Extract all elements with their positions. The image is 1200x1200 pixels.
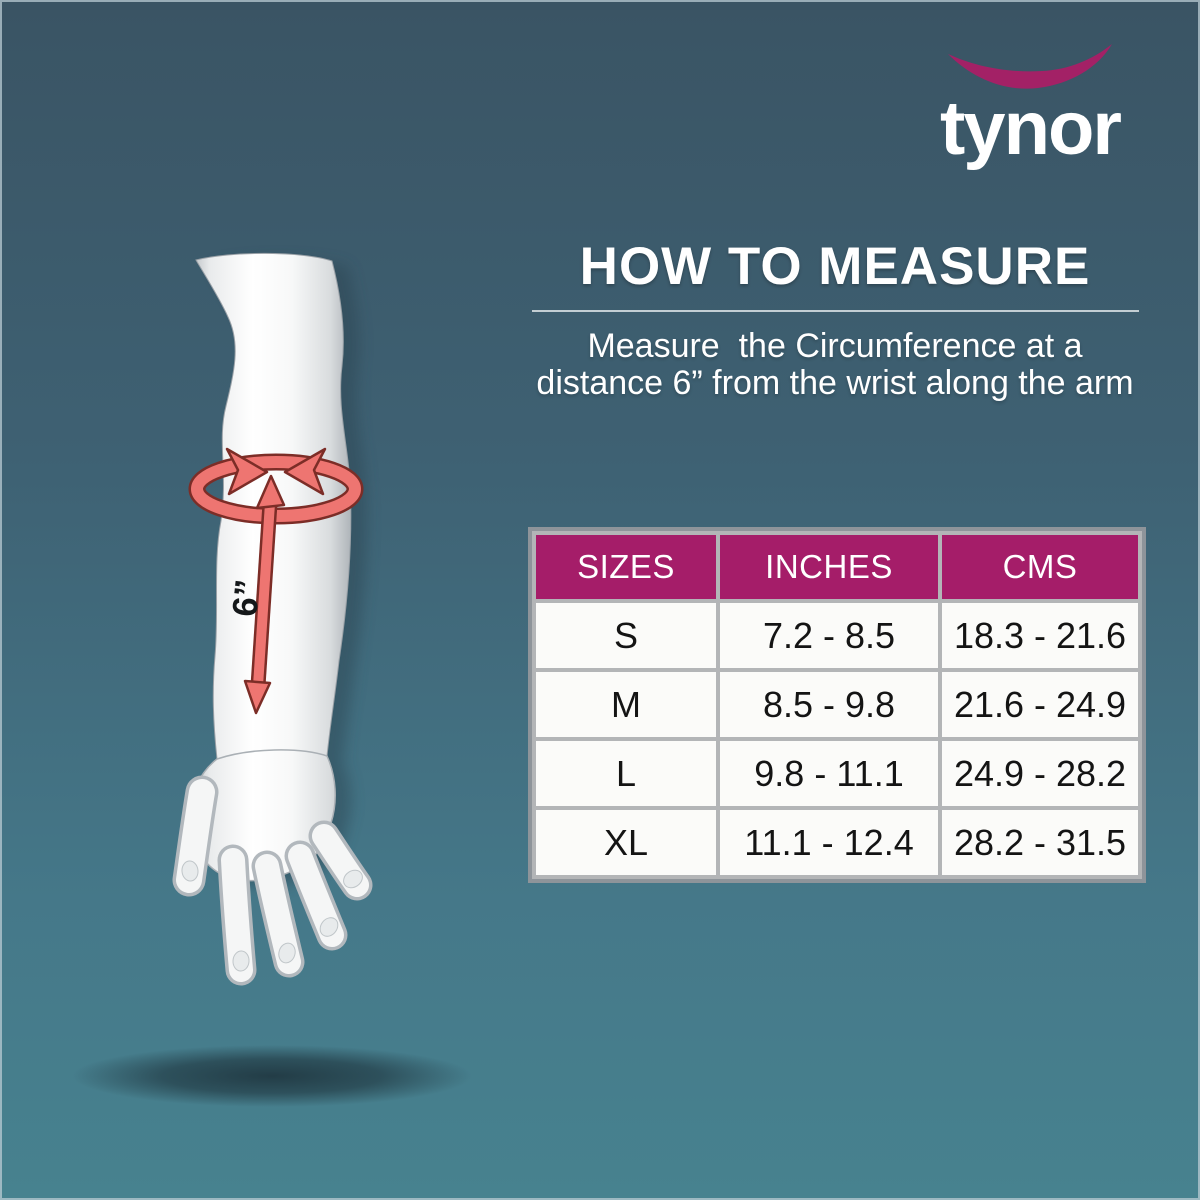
measurement-label-group: 6” bbox=[225, 578, 268, 619]
column-header-inches: INCHES bbox=[720, 535, 938, 599]
table-cell-size: M bbox=[536, 672, 716, 737]
title-divider bbox=[531, 310, 1139, 312]
measurement-label: 6” bbox=[225, 578, 268, 619]
table-cell-inches: 9.8 - 11.1 bbox=[720, 741, 938, 806]
size-table: SIZES INCHES CMS S 7.2 - 8.5 18.3 - 21.6 M 8… bbox=[528, 527, 1146, 883]
measure-instructions: Measure the Circumference at a distance … bbox=[536, 327, 1134, 402]
arm-measurement-illustration: 6” bbox=[72, 252, 472, 1107]
page-title: HOW TO MEASURE bbox=[579, 237, 1091, 296]
table-row: M 8.5 - 9.8 21.6 - 24.9 bbox=[536, 672, 1138, 737]
column-header-sizes: SIZES bbox=[536, 535, 716, 599]
table-cell-size: S bbox=[536, 603, 716, 668]
table-cell-size: XL bbox=[536, 810, 716, 875]
table-row: XL 11.1 - 12.4 28.2 - 31.5 bbox=[536, 810, 1138, 875]
brand-swoosh-icon bbox=[948, 44, 1112, 89]
table-cell-cms: 21.6 - 24.9 bbox=[942, 672, 1138, 737]
ground-shadow bbox=[72, 1045, 472, 1107]
brand-logo: tynor bbox=[936, 42, 1124, 171]
header-row: SIZES INCHES CMS bbox=[536, 535, 1138, 599]
table-cell-cms: 18.3 - 21.6 bbox=[942, 603, 1138, 668]
measure-heading-block: HOW TO MEASURE Measure the Circumference… bbox=[488, 236, 1182, 402]
table-row: S 7.2 - 8.5 18.3 - 21.6 bbox=[536, 603, 1138, 668]
table-cell-inches: 7.2 - 8.5 bbox=[720, 603, 938, 668]
brand-name: tynor bbox=[940, 86, 1122, 171]
table-cell-inches: 11.1 - 12.4 bbox=[720, 810, 938, 875]
table-row: L 9.8 - 11.1 24.9 - 28.2 bbox=[536, 741, 1138, 806]
hand-graphic bbox=[172, 749, 373, 986]
table-cell-cms: 24.9 - 28.2 bbox=[942, 741, 1138, 806]
column-header-cms: CMS bbox=[942, 535, 1138, 599]
length-arrow bbox=[243, 474, 286, 715]
size-table-body: S 7.2 - 8.5 18.3 - 21.6 M 8.5 - 9.8 21.6 - 24… bbox=[536, 603, 1138, 875]
table-cell-inches: 8.5 - 9.8 bbox=[720, 672, 938, 737]
table-cell-cms: 28.2 - 31.5 bbox=[942, 810, 1138, 875]
size-table-header: SIZES INCHES CMS bbox=[536, 535, 1138, 599]
table-cell-size: L bbox=[536, 741, 716, 806]
